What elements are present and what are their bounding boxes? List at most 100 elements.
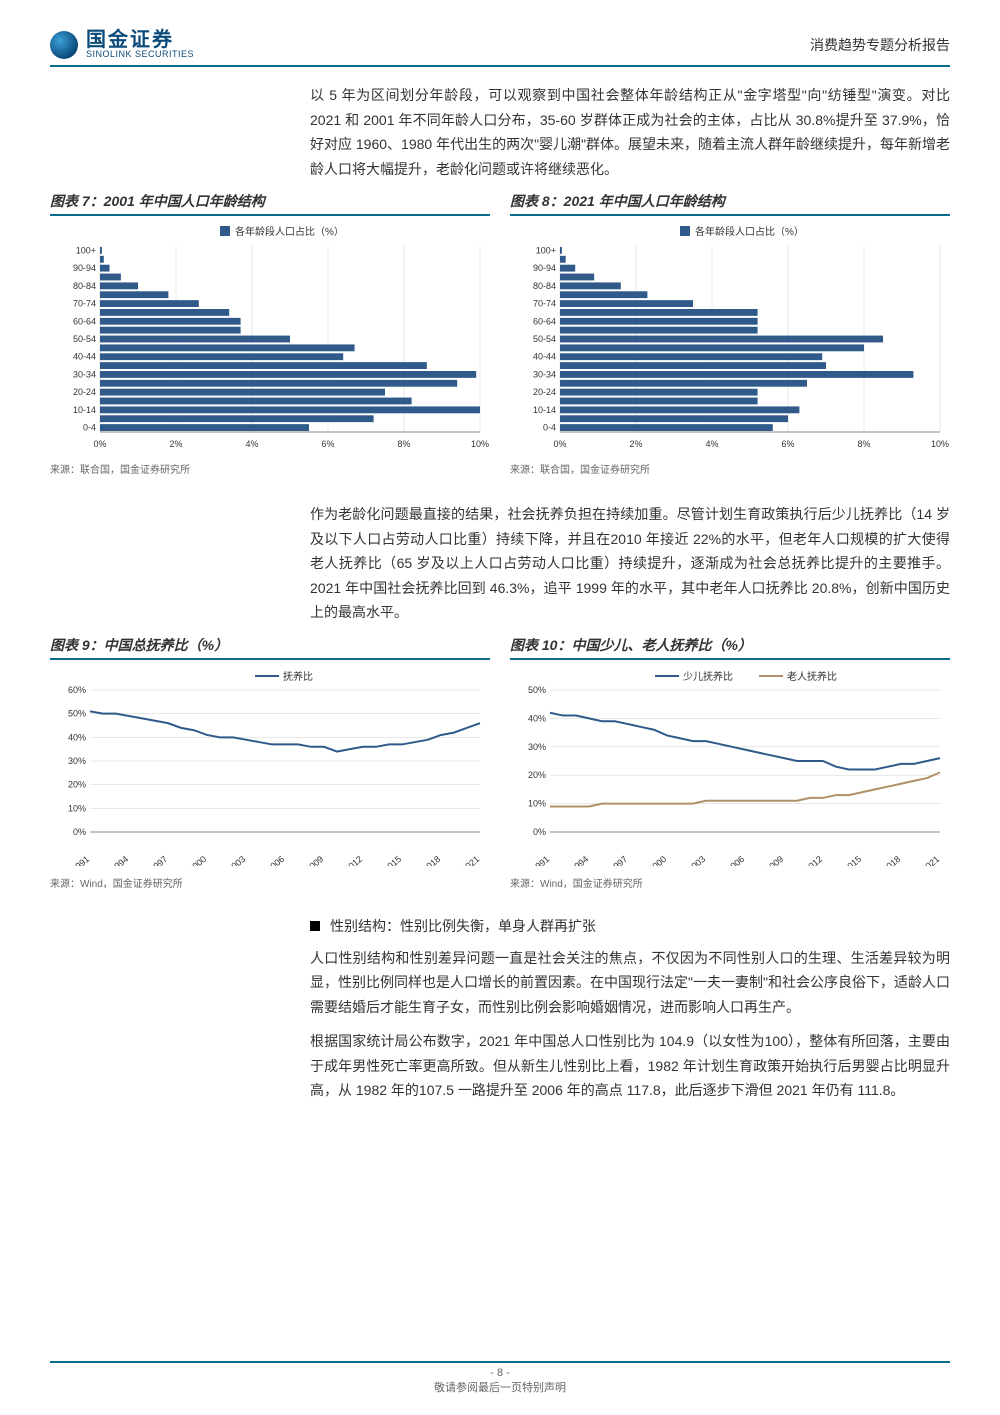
svg-text:4%: 4% — [705, 439, 718, 449]
svg-text:100+: 100+ — [536, 245, 556, 255]
svg-text:20%: 20% — [528, 770, 546, 780]
chart-row-1: 图表 7：2001 年中国人口年龄结构 各年龄段人口占比（%） 0% 2% 4% 6% 8… — [50, 191, 950, 496]
svg-text:60-64: 60-64 — [533, 316, 556, 326]
paragraph-1: 以 5 年为区间划分年龄段，可以观察到中国社会整体年龄结构正从"金字塔型"向"纺… — [310, 83, 950, 181]
svg-text:20-24: 20-24 — [533, 387, 556, 397]
svg-text:4%: 4% — [245, 439, 258, 449]
svg-text:老人抚养比: 老人抚养比 — [787, 670, 837, 683]
logo-icon — [50, 31, 78, 59]
svg-text:0%: 0% — [553, 439, 566, 449]
svg-text:10%: 10% — [471, 439, 489, 449]
svg-text:1994: 1994 — [569, 853, 591, 865]
svg-text:10%: 10% — [931, 439, 949, 449]
svg-text:抚养比: 抚养比 — [283, 670, 313, 683]
svg-text:2003: 2003 — [226, 853, 248, 865]
svg-text:6%: 6% — [781, 439, 794, 449]
svg-text:0%: 0% — [533, 827, 546, 837]
svg-text:6%: 6% — [321, 439, 334, 449]
svg-text:8%: 8% — [397, 439, 410, 449]
svg-text:1997: 1997 — [148, 853, 170, 865]
chart9-source: 来源：Wind，国金证券研究所 — [50, 875, 490, 890]
svg-text:90-94: 90-94 — [533, 263, 556, 273]
logo-cn: 国金证券 — [86, 30, 194, 50]
logo: 国金证券 SINOLINK SECURITIES — [50, 30, 194, 59]
svg-text:80-84: 80-84 — [533, 281, 556, 291]
svg-text:40-44: 40-44 — [73, 352, 96, 362]
paragraph-4: 根据国家统计局公布数字，2021 年中国总人口性别比为 104.9（以女性为10… — [310, 1029, 950, 1103]
svg-text:20%: 20% — [68, 779, 86, 789]
svg-text:1991: 1991 — [530, 853, 552, 865]
svg-text:70-74: 70-74 — [533, 299, 556, 309]
svg-text:2006: 2006 — [265, 853, 287, 865]
svg-text:20-24: 20-24 — [73, 387, 96, 397]
bullet-square-icon — [310, 921, 320, 931]
svg-text:各年龄段人口占比（%）: 各年龄段人口占比（%） — [695, 225, 804, 238]
svg-text:2%: 2% — [169, 439, 182, 449]
svg-text:10%: 10% — [528, 798, 546, 808]
chart8-source: 来源：联合国，国金证券研究所 — [510, 461, 950, 476]
svg-text:30-34: 30-34 — [533, 369, 556, 379]
svg-text:30%: 30% — [68, 756, 86, 766]
svg-text:90-94: 90-94 — [73, 263, 96, 273]
svg-text:2003: 2003 — [686, 853, 708, 865]
svg-text:0-4: 0-4 — [83, 423, 96, 433]
svg-text:50%: 50% — [68, 708, 86, 718]
svg-text:40%: 40% — [528, 713, 546, 723]
svg-text:2012: 2012 — [803, 853, 825, 865]
svg-text:2000: 2000 — [187, 853, 209, 865]
page-number: - 8 - — [50, 1367, 950, 1379]
svg-text:0%: 0% — [73, 827, 86, 837]
svg-text:2015: 2015 — [842, 853, 864, 865]
chart7-title: 图表 7：2001 年中国人口年龄结构 — [50, 191, 490, 216]
paragraph-3: 人口性别结构和性别差异问题一直是社会关注的焦点，不仅因为不同性别人口的生理、生活… — [310, 946, 950, 1020]
svg-text:1997: 1997 — [608, 853, 630, 865]
svg-text:各年龄段人口占比（%）: 各年龄段人口占比（%） — [235, 225, 344, 238]
chart10-source: 来源：Wind，国金证券研究所 — [510, 875, 950, 890]
svg-text:70-74: 70-74 — [73, 299, 96, 309]
chart8: 各年龄段人口占比（%） 0% 2% 4% 6% 8% 10% 100+ 90-94 80-84 70… — [510, 222, 950, 452]
svg-text:60%: 60% — [68, 685, 86, 695]
svg-text:2006: 2006 — [725, 853, 747, 865]
svg-text:2018: 2018 — [881, 853, 903, 865]
svg-text:2021: 2021 — [460, 853, 482, 865]
chart9-title: 图表 9：中国总抚养比（%） — [50, 635, 490, 660]
svg-text:2018: 2018 — [421, 853, 443, 865]
svg-text:10%: 10% — [68, 803, 86, 813]
chart-row-2: 图表 9：中国总抚养比（%） 抚养比 0% 10% 20% 30% 40% 50% 60% 19… — [50, 635, 950, 910]
svg-text:30%: 30% — [528, 741, 546, 751]
paragraph-2: 作为老龄化问题最直接的结果，社会抚养负担在持续加重。尽管计划生育政策执行后少儿抚… — [310, 502, 950, 625]
chart8-title: 图表 8：2021 年中国人口年龄结构 — [510, 191, 950, 216]
svg-text:50-54: 50-54 — [533, 334, 556, 344]
svg-text:60-64: 60-64 — [73, 316, 96, 326]
svg-text:2021: 2021 — [920, 853, 942, 865]
chart7-source: 来源：联合国，国金证券研究所 — [50, 461, 490, 476]
bullet-text: 性别结构：性别比例失衡，单身人群再扩张 — [330, 916, 596, 936]
svg-text:0%: 0% — [93, 439, 106, 449]
page-header: 国金证券 SINOLINK SECURITIES 消费趋势专题分析报告 — [50, 30, 950, 67]
svg-text:30-34: 30-34 — [73, 369, 96, 379]
svg-text:2009: 2009 — [304, 853, 326, 865]
svg-text:10-14: 10-14 — [73, 405, 96, 415]
svg-text:50%: 50% — [528, 685, 546, 695]
svg-text:10-14: 10-14 — [533, 405, 556, 415]
svg-text:2015: 2015 — [382, 853, 404, 865]
svg-text:2%: 2% — [629, 439, 642, 449]
chart10-title: 图表 10：中国少儿、老人抚养比（%） — [510, 635, 950, 660]
logo-en: SINOLINK SECURITIES — [86, 50, 194, 59]
svg-text:2009: 2009 — [764, 853, 786, 865]
svg-text:2000: 2000 — [647, 853, 669, 865]
svg-text:80-84: 80-84 — [73, 281, 96, 291]
chart10: 少儿抚养比 老人抚养比 0% 10% 20% 30% 40% 50% 1991 1994 1997 2… — [510, 666, 950, 866]
chart9: 抚养比0%10%20%30%40%50%60%19911994199720002… — [50, 666, 490, 866]
report-title: 消费趋势专题分析报告 — [810, 35, 950, 55]
chart7: 各年龄段人口占比（%） 0% 2% 4% 6% 8% 10% 100+ 90-94 80-84 70… — [50, 222, 490, 452]
svg-text:1994: 1994 — [109, 853, 131, 865]
svg-text:100+: 100+ — [76, 245, 96, 255]
svg-text:50-54: 50-54 — [73, 334, 96, 344]
svg-text:0-4: 0-4 — [543, 423, 556, 433]
bullet-gender: 性别结构：性别比例失衡，单身人群再扩张 — [310, 916, 950, 936]
page-footer: - 8 - 敬请参阅最后一页特别声明 — [50, 1361, 950, 1395]
svg-text:少儿抚养比: 少儿抚养比 — [683, 670, 733, 683]
svg-text:8%: 8% — [857, 439, 870, 449]
svg-text:1991: 1991 — [70, 853, 92, 865]
